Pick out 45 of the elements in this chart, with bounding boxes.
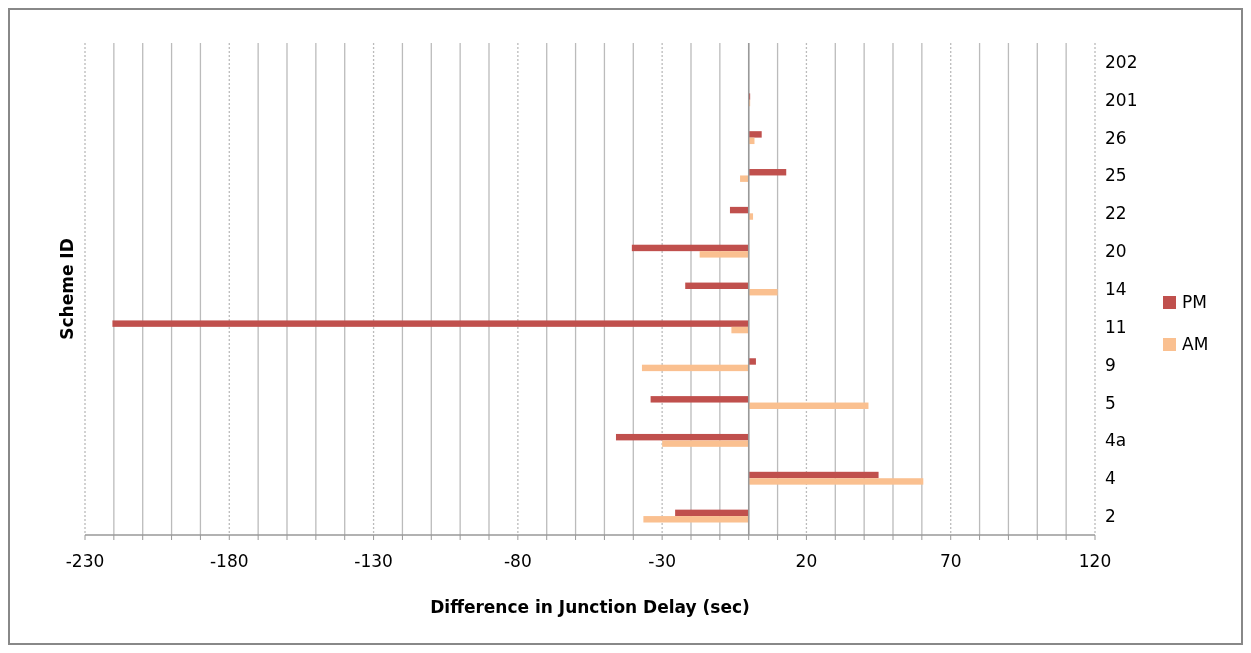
bar <box>615 433 749 441</box>
legend-label: AM <box>1182 334 1209 354</box>
y-tick-label: 26 <box>1105 127 1127 148</box>
x-tick-label: -130 <box>354 551 393 571</box>
bar <box>685 282 749 289</box>
x-axis-title: Difference in Junction Delay (sec) <box>430 597 750 617</box>
legend-label: PM <box>1182 292 1207 312</box>
y-tick-label: 20 <box>1105 241 1127 262</box>
bar <box>748 169 787 176</box>
y-tick-label: 4 <box>1105 468 1116 489</box>
y-tick-label: 9 <box>1105 354 1116 375</box>
bar <box>748 213 754 220</box>
y-tick-label: 202 <box>1105 51 1138 72</box>
bar <box>112 320 749 327</box>
bar <box>731 326 749 334</box>
bar <box>748 478 924 485</box>
bar <box>641 364 749 372</box>
bar <box>748 289 778 296</box>
y-tick-label: 4a <box>1105 430 1127 451</box>
x-tick-label: -230 <box>65 551 105 571</box>
x-tick-label: -180 <box>209 551 249 571</box>
x-tick-label: -30 <box>648 551 677 571</box>
bar <box>631 244 749 252</box>
y-tick-label: 25 <box>1105 165 1127 186</box>
y-tick-label: 11 <box>1105 316 1127 337</box>
bar <box>740 175 749 182</box>
bar <box>699 251 749 258</box>
y-tick-label: 14 <box>1105 279 1127 299</box>
bar <box>662 440 749 447</box>
x-tick-label: 20 <box>795 551 818 571</box>
y-tick-label: 201 <box>1105 89 1138 110</box>
bar <box>675 509 749 517</box>
bar <box>748 358 756 365</box>
y-tick-label: 22 <box>1105 203 1127 224</box>
bar <box>748 131 762 138</box>
x-tick-label: 120 <box>1078 551 1112 571</box>
bar <box>643 516 749 523</box>
y-axis-title: Scheme ID <box>57 238 77 340</box>
bar <box>650 396 749 403</box>
bar <box>748 471 879 479</box>
y-tick-label: 2 <box>1105 506 1116 527</box>
y-tick-label: 5 <box>1105 392 1116 413</box>
bar <box>748 402 869 409</box>
x-tick-label: 70 <box>939 551 962 571</box>
x-tick-label: -80 <box>503 551 532 571</box>
